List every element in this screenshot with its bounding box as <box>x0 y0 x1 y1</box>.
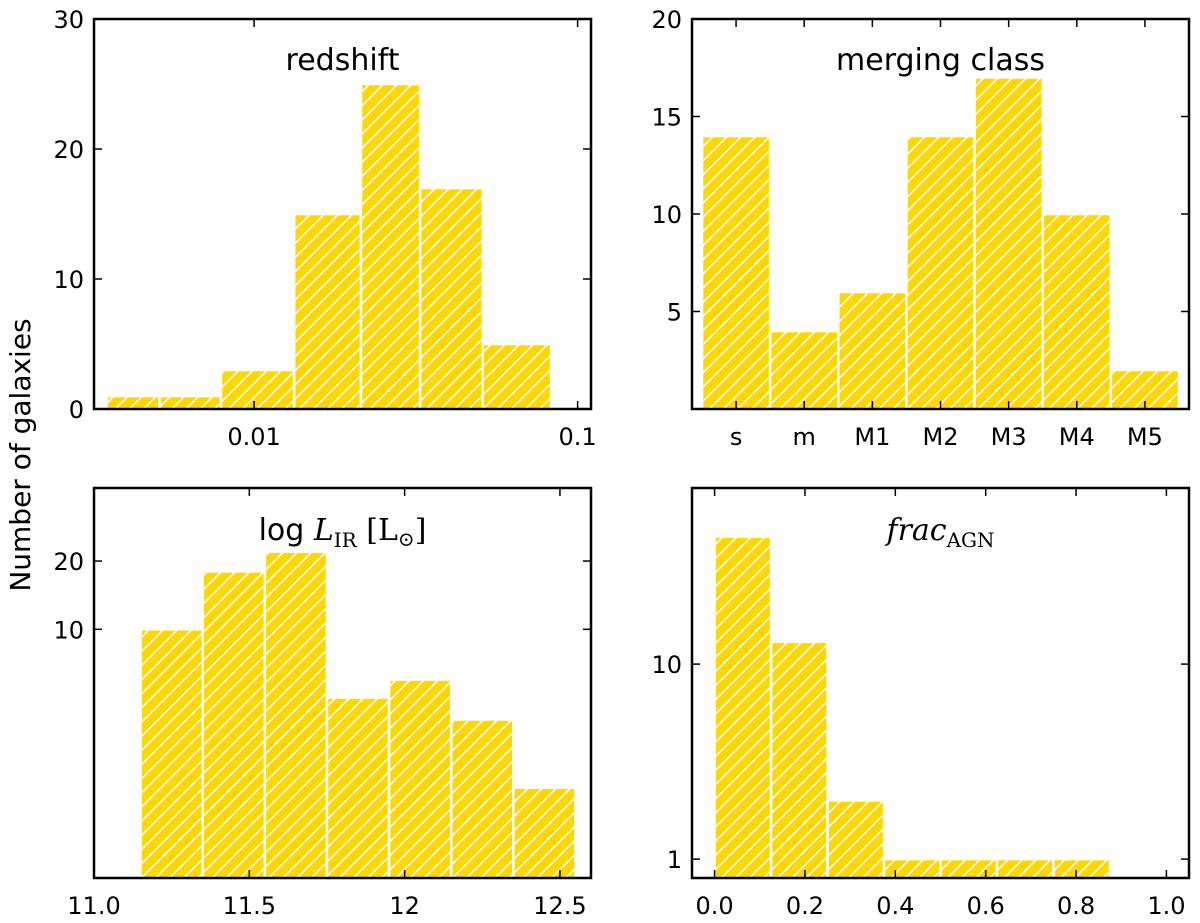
redshift-bar <box>158 394 223 411</box>
redshift-bar <box>292 212 363 411</box>
merging-class-panel: s m M1 M2 M3 M4 M5 5 10 15 20 merging class <box>651 6 1191 451</box>
frac-agn-panel: 0.0 0.2 0.4 0.6 0.8 1.0 1 10 fracAGN <box>651 486 1191 920</box>
merging-class-bar <box>1041 212 1113 411</box>
merging-class-bar <box>837 290 908 411</box>
log-lir-bar <box>263 550 329 880</box>
x-tick-label: 0.8 <box>1057 892 1095 920</box>
merging-class-title: merging class <box>836 43 1045 78</box>
merging-class-bar <box>973 76 1044 411</box>
redshift-bar <box>219 368 296 411</box>
y-tick-label: 0 <box>69 396 84 424</box>
frac-agn-bar <box>713 535 773 880</box>
y-tick-label: 10 <box>53 266 84 294</box>
y-axis-label: Number of galaxies <box>4 318 37 591</box>
x-tick-label: 0.2 <box>786 892 824 920</box>
x-tick-label: 12 <box>389 892 420 920</box>
y-tick-label: 15 <box>651 104 682 132</box>
redshift-panel: 0.01 0.1 0 10 20 30 redshift <box>53 6 596 451</box>
log-lir-bar <box>387 678 453 880</box>
log-lir-panel: 11.0 11.5 12 12.5 10 20 log LIR [L⊙] <box>53 486 593 920</box>
log-lir-bar <box>139 628 204 880</box>
y-tick-label: 20 <box>53 136 84 164</box>
x-tick-label: 11.5 <box>223 892 276 920</box>
x-tick-label: M3 <box>991 423 1027 451</box>
frac-agn-title: fracAGN <box>884 513 994 552</box>
redshift-axes-frame <box>92 17 593 411</box>
log-lir-bar <box>201 570 267 880</box>
x-tick-label: 0.0 <box>696 892 734 920</box>
frac-agn-axes-frame <box>690 486 1191 880</box>
y-tick-label: 1 <box>667 846 682 874</box>
x-tick-label: 0.4 <box>876 892 914 920</box>
x-tick-label: M2 <box>923 423 959 451</box>
x-tick-label: M5 <box>1127 423 1163 451</box>
frac-agn-bar <box>939 857 999 880</box>
redshift-bar <box>359 82 422 411</box>
frac-agn-bar <box>769 640 829 880</box>
log-lir-bar <box>325 696 391 880</box>
x-tick-label: M4 <box>1059 423 1095 451</box>
x-tick-label: 0.01 <box>227 423 280 451</box>
frac-agn-bar <box>1052 857 1112 880</box>
y-tick-label: 20 <box>651 6 682 34</box>
frac-agn-bar <box>882 857 942 880</box>
x-tick-label: M1 <box>854 423 890 451</box>
y-tick-label: 10 <box>53 616 84 644</box>
x-tick-label: s <box>730 423 743 451</box>
y-tick-label: 5 <box>667 299 682 327</box>
y-tick-label: 20 <box>53 548 84 576</box>
frac-agn-bar <box>826 799 886 880</box>
redshift-bar <box>418 186 484 411</box>
frac-agn-bar <box>995 857 1055 880</box>
y-tick-label: 10 <box>651 651 682 679</box>
merging-class-axes-frame <box>690 17 1191 411</box>
log-lir-bar <box>512 786 577 880</box>
x-tick-label: 0.6 <box>967 892 1005 920</box>
x-tick-label: m <box>793 423 816 451</box>
merging-class-bar <box>700 134 772 411</box>
merging-class-bar <box>905 134 976 411</box>
log-lir-axes-frame <box>92 486 593 880</box>
y-tick-label: 30 <box>53 6 84 34</box>
redshift-title: redshift <box>286 43 400 78</box>
merging-class-bar <box>768 329 840 411</box>
x-tick-label: 1.0 <box>1147 892 1185 920</box>
x-tick-label: 11.0 <box>67 892 120 920</box>
log-lir-title: log LIR [L⊙] <box>259 513 427 552</box>
x-tick-label: 12.5 <box>533 892 586 920</box>
redshift-bar <box>481 342 553 411</box>
redshift-bar <box>105 394 161 411</box>
x-tick-label: 0.1 <box>559 423 597 451</box>
y-tick-label: 10 <box>651 201 682 229</box>
log-lir-bar <box>449 718 515 880</box>
